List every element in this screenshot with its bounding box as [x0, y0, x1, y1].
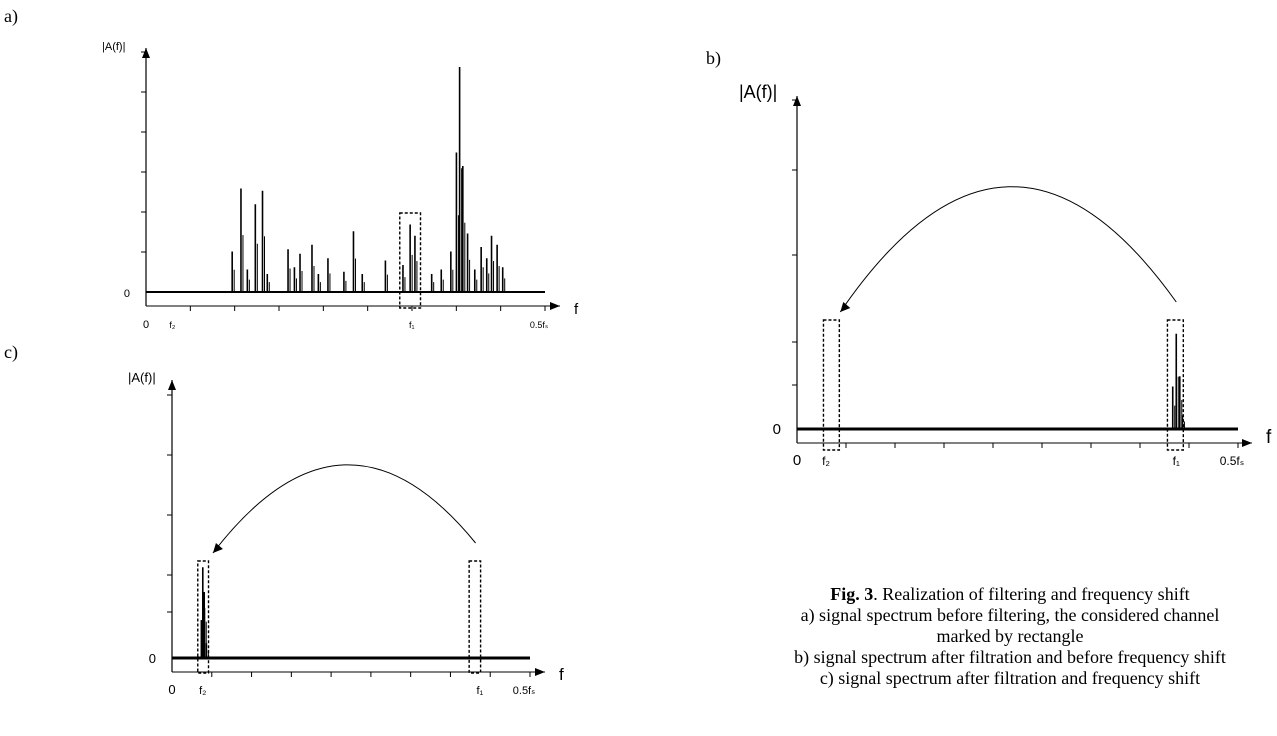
filter-window-rect — [1166, 319, 1185, 451]
x-tick-label-zero: 0 — [793, 452, 801, 469]
x-tick-label-f1: f₁ — [1173, 454, 1180, 468]
caption-title-line: Fig. 3. Realization of filtering and fre… — [690, 584, 1277, 605]
x-tick-label-half-fs: 0.5fₛ — [530, 320, 548, 330]
y-axis-label: |A(f)| — [102, 41, 125, 53]
x-tick-label-half-fs: 0.5fₛ — [513, 685, 535, 697]
y-axis-arrow — [168, 380, 176, 390]
panel-label-b: b) — [706, 48, 721, 68]
x-axis-label: f — [559, 665, 564, 684]
frequency-shift-arc — [839, 186, 1177, 313]
y-axis-arrow — [142, 48, 150, 58]
y-tick-label-zero: 0 — [773, 421, 781, 438]
caption-line-b: b) signal spectrum after filtration and … — [794, 647, 1226, 667]
y-axis-label: |A(f)| — [128, 370, 156, 385]
filter-window-rect — [197, 560, 210, 674]
x-tick-label-f1: f₁ — [476, 685, 483, 697]
x-tick-label-f1: f₁ — [409, 320, 415, 330]
filter-window-rect — [399, 212, 422, 309]
y-tick-label-zero: 0 — [149, 651, 156, 666]
x-axis-arrow — [550, 302, 560, 310]
frequency-shift-arrowhead — [840, 302, 851, 312]
caption-line-a1: a) signal spectrum before filtering, the… — [800, 605, 1220, 625]
y-axis-arrow — [793, 96, 801, 106]
x-axis-arrow — [1242, 439, 1252, 447]
filter-window-rect — [822, 319, 841, 451]
x-axis-arrow — [535, 668, 545, 676]
caption-title: . Realization of filtering and frequency… — [873, 584, 1190, 604]
x-tick-label-zero: 0 — [168, 682, 175, 697]
caption-figure-number: Fig. 3 — [830, 584, 874, 604]
x-axis-label: f — [574, 301, 579, 318]
frequency-shift-arc — [212, 464, 476, 554]
figure-caption: Fig. 3. Realization of filtering and fre… — [690, 584, 1277, 689]
filter-window-rect — [468, 560, 482, 674]
x-axis-label: f — [1266, 427, 1272, 448]
panel-label-a: a) — [4, 6, 18, 26]
caption-line-a2: marked by rectangle — [936, 626, 1084, 646]
panel-label-c: c) — [4, 342, 18, 362]
x-tick-label-half-fs: 0.5fₛ — [1220, 454, 1245, 468]
x-tick-label-zero: 0 — [143, 319, 149, 331]
x-tick-label-f2: f₂ — [169, 320, 176, 330]
x-tick-label-f2: f₂ — [199, 685, 206, 697]
y-tick-label-zero: 0 — [124, 288, 130, 300]
frequency-shift-arrowhead — [212, 543, 223, 553]
caption-line-c: c) signal spectrum after filtration and … — [819, 668, 1201, 688]
y-axis-label: |A(f)| — [739, 82, 777, 102]
x-tick-label-f2: f₂ — [822, 454, 830, 468]
